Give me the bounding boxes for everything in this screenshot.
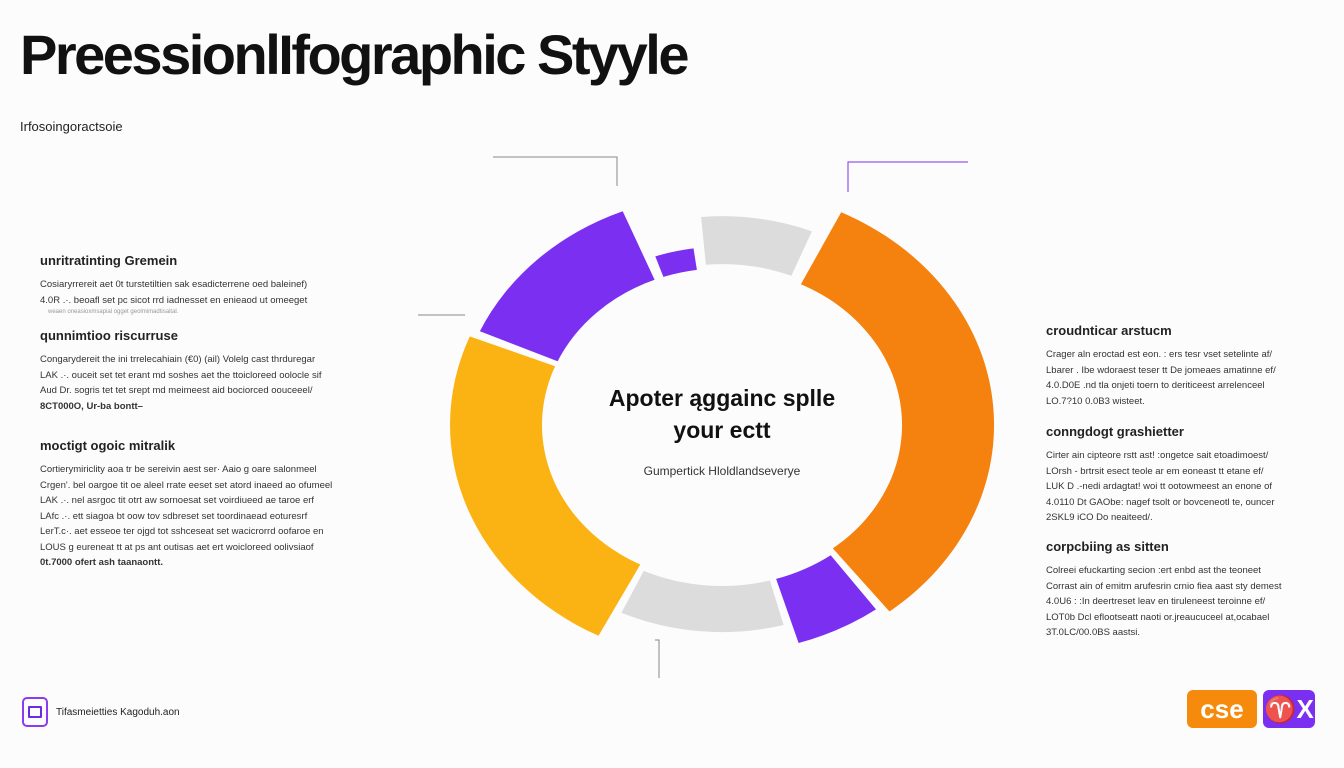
donut-segment-purple-left (479, 211, 655, 362)
section-line: 4.0U6 : :In deertreset leav en tirulenee… (1046, 596, 1266, 607)
connector-line (655, 639, 660, 678)
section-heading: unritratinting Gremein (40, 253, 178, 268)
section-line: 8CT000O, Ur-ba bontt– (40, 400, 143, 412)
section-line: Crgen'. bel oargoe tit oe aleel rrate ee… (40, 479, 333, 491)
center-subtitle: Gumpertick Hloldlandseverye (643, 464, 801, 478)
section-line: Cosiaryrrereit aet 0t turstetiltien sak … (40, 279, 308, 290)
section-line: LAK .·. nel asrgoc tit otrt aw sornoesat… (40, 495, 315, 506)
center-title-line: Apoter ąggainc splle (608, 385, 836, 411)
logo-badges: cse ♈X (1187, 690, 1315, 728)
center-title: Apoter ąggainc splle your ectt (582, 382, 862, 446)
section-heading: conngdogt grashietter (1046, 424, 1184, 439)
right-section-3: corpcbiing as sitten Colreei efuckarting… (1046, 539, 1321, 641)
footer: Tifasmeietties Kagoduh.aon (22, 697, 180, 727)
section-line: weaen oneasioxmsapial ogget geolmimadtis… (48, 309, 179, 315)
donut-segment-gray-top (701, 216, 812, 276)
section-heading: croudnticar arstucm (1046, 323, 1172, 338)
donut-segment-yellow (450, 336, 641, 636)
section-line: LO.7?10 0.0B3 wisteet. (1046, 395, 1145, 407)
section-line: Cortierymiriclity aoa tr be sereivin aes… (40, 464, 317, 475)
logo-badge-cse: cse (1187, 690, 1257, 728)
left-section-2: qunnimtioo riscurruse Congarydereit the … (40, 328, 385, 414)
section-heading: corpcbiing as sitten (1046, 539, 1169, 554)
section-line: LOT0b Dcl eflootseatt naoti or.jreaucuce… (1046, 611, 1270, 623)
left-section-3: moctigt ogoic mitralik Cortierymiriclity… (40, 438, 385, 571)
page-title: PreessionlIfographic Styyle (20, 23, 689, 86)
right-section-1: croudnticar arstucm Crager aln eroctad e… (1046, 323, 1321, 409)
footer-text: Tifasmeietties Kagoduh.aon (56, 706, 180, 718)
section-line: 3T.0LC/00.0BS aastsi. (1046, 627, 1140, 638)
section-line: LerT.c·. aet esseoe ter ojgd tot sshcese… (40, 526, 324, 537)
section-line: LAfc .·. ett siagoa bt oow tov sdbreset … (40, 510, 308, 522)
center-title-line: your ectt (673, 417, 771, 443)
connector-line (847, 161, 968, 192)
connector-line (493, 156, 618, 186)
section-line: Colreei efuckarting secion :ert enbd ast… (1046, 565, 1261, 576)
section-line: LAK .·. ouceit set tet erant md soshes a… (40, 369, 322, 381)
right-section-2: conngdogt grashietter Cirter ain cipteor… (1046, 424, 1321, 526)
section-line: LUK D .-nedi ardagtat! woi tt ootowmeest… (1046, 481, 1273, 492)
section-line: 2SKL9 iCO Do neaiteed/. (1046, 512, 1153, 523)
section-line: Aud Dr. sogris tet tet srept md meimeest… (40, 385, 313, 396)
section-line: Lbarer . Ibe wdoraest teser tt De jomeae… (1046, 364, 1276, 376)
section-line: LOUS g eureneat tt at ps ant outisas aet… (40, 541, 314, 553)
section-line: 0t.7000 ofert ash taanaontt. (40, 557, 164, 568)
left-section-1: unritratinting Gremein Cosiaryrrereit ae… (40, 253, 385, 316)
donut-segment-purple-lower (776, 555, 876, 643)
book-icon (22, 697, 48, 727)
donut-segment-gray-bottom (621, 570, 784, 633)
section-line: 4.0110 Dt GAObe: nagef tsolt or bovceneo… (1046, 496, 1275, 508)
section-line: Cirter ain cipteore rstt ast! :ongetce s… (1046, 450, 1269, 461)
section-heading: moctigt ogoic mitralik (40, 438, 176, 453)
section-line: Congarydereit the ini trrelecahiain (€0)… (40, 354, 316, 365)
donut-segment-orange (800, 212, 995, 612)
section-line: LOrsh - brtrsit esect teole ar em eoneas… (1046, 465, 1264, 477)
section-heading: qunnimtioo riscurruse (40, 328, 178, 343)
donut-segment-purple-small (655, 248, 697, 277)
section-line: Crager aln eroctad est eon. : ers tesr v… (1046, 349, 1273, 360)
logo-badge-x: ♈X (1263, 690, 1315, 728)
section-line: Corrast ain of emitm arufesrin crnio fie… (1046, 580, 1282, 592)
page-subtitle: Irfosoingoractsoie (20, 119, 123, 134)
section-line: 4.0R .·. beoafl set pc sicot rrd iadness… (40, 294, 308, 306)
section-line: 4.0.D0E .nd tla onjeti toern to deritice… (1046, 380, 1265, 391)
